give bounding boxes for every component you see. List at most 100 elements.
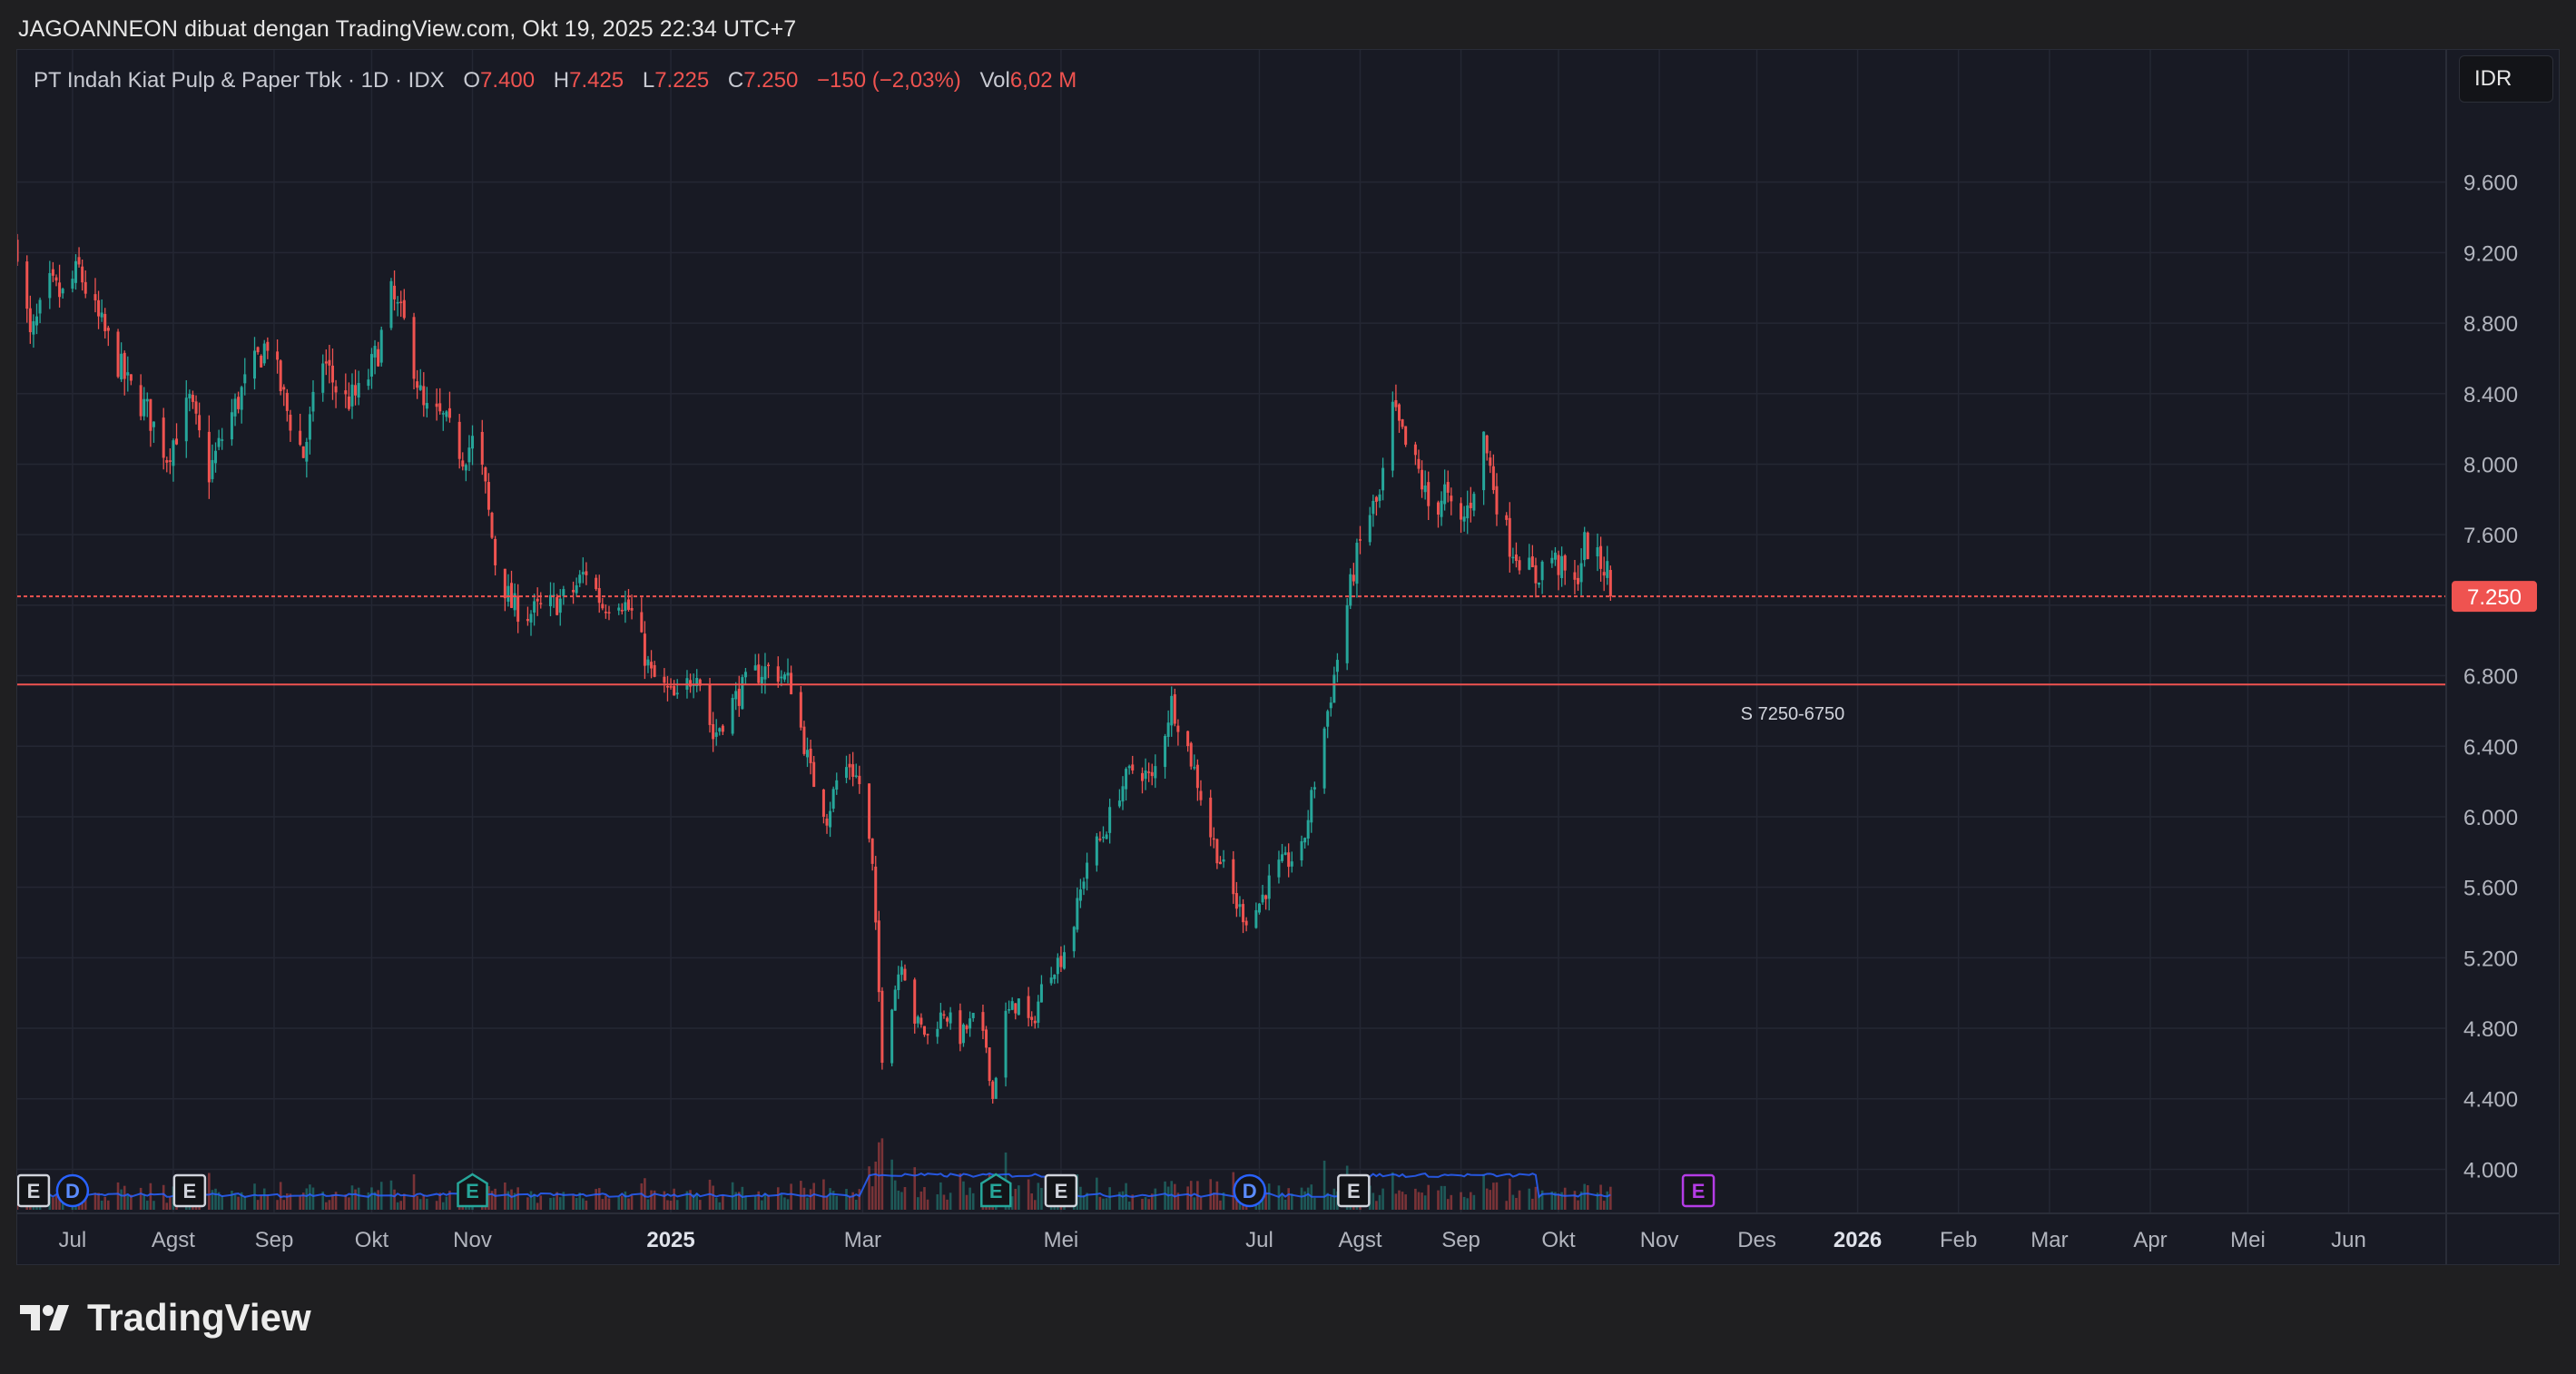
time-tick-label: Okt <box>1541 1228 1576 1252</box>
candle-body <box>1394 399 1398 407</box>
time-tick-label: Mar <box>844 1228 881 1252</box>
candle-body <box>1349 574 1352 606</box>
volume-bar <box>1372 1192 1375 1210</box>
volume-bar <box>169 1197 172 1210</box>
candle-body <box>741 677 744 710</box>
volume-bar <box>621 1195 624 1210</box>
candle-body <box>1440 500 1443 517</box>
candle-body <box>595 577 598 590</box>
candle-body <box>438 403 442 412</box>
high-value: 7.425 <box>569 68 624 93</box>
candle-body <box>1242 904 1245 923</box>
volume-bar <box>712 1185 714 1210</box>
candle-body <box>1508 517 1511 557</box>
candle-body <box>1359 539 1362 541</box>
earnings-marker[interactable]: E <box>172 1173 207 1208</box>
support-annotation: S 7250-6750 <box>1741 704 1845 724</box>
volume-bar <box>418 1199 422 1210</box>
candle-body <box>61 289 64 294</box>
candle-body <box>1540 561 1544 581</box>
candle-body <box>968 1018 972 1029</box>
candle-body <box>240 387 243 410</box>
volume-bar <box>1147 1199 1150 1210</box>
candle-body <box>116 331 120 378</box>
candle-body <box>123 352 126 379</box>
volume-bar <box>1531 1198 1534 1210</box>
candle-body <box>572 590 575 593</box>
horizontal-lines[interactable]: S 7250-6750 <box>17 595 2446 724</box>
candle-body <box>38 299 42 314</box>
time-tick-label: Nov <box>453 1228 492 1252</box>
candle-body <box>1606 561 1609 578</box>
currency-button[interactable]: IDR <box>2459 55 2553 103</box>
candle-body <box>1150 771 1154 777</box>
candle-body <box>1303 838 1307 843</box>
candle-body <box>1030 1016 1034 1020</box>
candle-body <box>558 598 562 613</box>
price-tick-label: 4.800 <box>2463 1017 2518 1042</box>
candle-body <box>1127 766 1131 769</box>
volume-bar <box>231 1191 233 1210</box>
volume-bar <box>139 1187 143 1210</box>
volume-bar <box>1579 1191 1583 1210</box>
volume-bar <box>237 1196 240 1210</box>
volume-bar <box>1560 1192 1563 1210</box>
earnings-marker[interactable]: E <box>1337 1173 1371 1208</box>
candle-body <box>418 385 422 390</box>
volume-bar <box>790 1183 792 1210</box>
price-tick-label: 6.000 <box>2463 806 2518 830</box>
candle-body <box>539 603 543 604</box>
volume-bar <box>1450 1194 1453 1210</box>
volume-bar <box>1446 1199 1450 1210</box>
price-tick-label: 7.600 <box>2463 524 2518 548</box>
candle-body <box>399 301 403 303</box>
volume-bar <box>607 1198 611 1210</box>
earnings-marker[interactable]: E <box>1681 1173 1716 1208</box>
volume-bar <box>1401 1192 1404 1210</box>
earnings-marker[interactable]: E <box>457 1173 488 1208</box>
volume-bar <box>829 1188 831 1210</box>
chart-pane[interactable]: S 7250-6750 E D E E E E D E E 4.000 4.400 4.800 5.2… <box>16 49 2560 1265</box>
volume-bar <box>1391 1172 1394 1210</box>
volume-bar <box>653 1190 656 1210</box>
symbol-title: PT Indah Kiat Pulp & Paper Tbk · 1D · ID… <box>34 68 445 93</box>
candle-body <box>369 354 373 377</box>
price-chart[interactable]: S 7250-6750 E D E E E E D E E 4.000 4.400 4.800 5.2… <box>17 50 2560 1265</box>
candle-body <box>445 411 448 417</box>
candle-body <box>447 407 451 418</box>
candle-body <box>903 968 907 981</box>
candle-body <box>1538 583 1541 585</box>
candle-body <box>221 439 224 441</box>
earnings-marker[interactable]: E <box>1044 1173 1078 1208</box>
dividend-marker[interactable]: D <box>55 1173 90 1208</box>
candle-body <box>350 384 354 407</box>
candle-body <box>916 1016 919 1024</box>
volume-bar <box>510 1189 513 1210</box>
candle-body <box>1189 742 1193 767</box>
volume-bar <box>331 1194 334 1210</box>
volume-bar <box>253 1183 256 1210</box>
tradingview-brand[interactable]: TradingView <box>20 1296 311 1340</box>
candle-body <box>1108 807 1112 833</box>
volume-bar <box>416 1195 418 1210</box>
earnings-marker[interactable]: E <box>17 1173 51 1208</box>
candle-body <box>877 920 880 993</box>
candle-body <box>1261 894 1264 903</box>
candle-body <box>106 328 110 331</box>
candle-body <box>1063 952 1067 969</box>
candle-body <box>721 725 724 732</box>
volume-bar <box>52 1197 54 1210</box>
volume-bar <box>1606 1191 1609 1210</box>
volume-bar <box>578 1192 582 1210</box>
candle-body <box>529 613 533 623</box>
candle-body <box>665 685 669 688</box>
candle-body <box>422 386 426 406</box>
volume-bar <box>1306 1187 1310 1210</box>
volume-bar <box>926 1199 929 1210</box>
candle-body <box>1563 555 1567 571</box>
dividend-marker[interactable]: D <box>1233 1173 1266 1208</box>
earnings-marker[interactable]: E <box>980 1173 1012 1208</box>
candle-body <box>731 697 734 734</box>
candle-body <box>1281 854 1284 861</box>
